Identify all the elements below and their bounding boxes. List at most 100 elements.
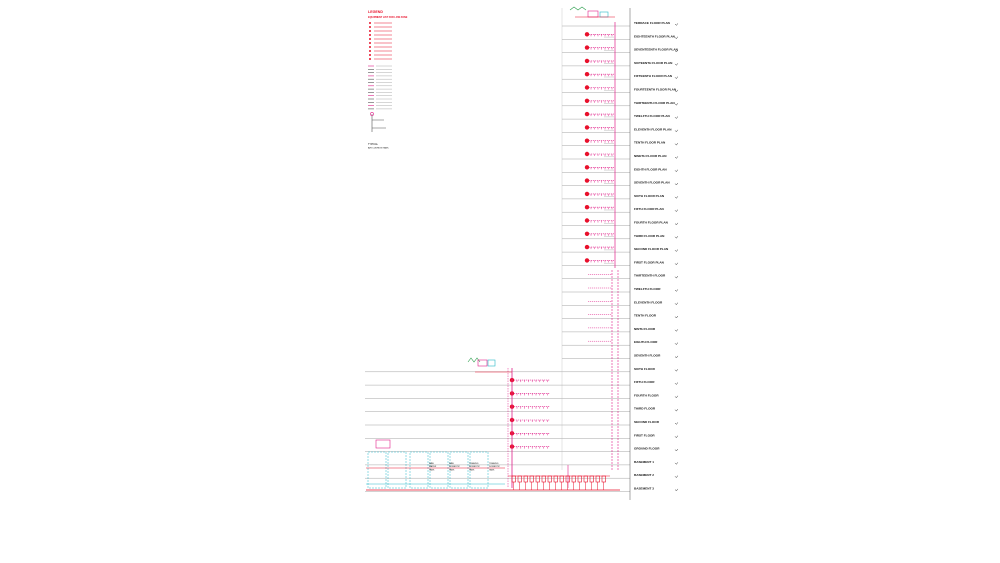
floor-label: NINTH FLOOR [634,327,656,331]
water-tank [409,451,429,489]
floor-label: SEVENTH FLOOR [634,354,661,358]
floor-label: FOURTEENTH FLOOR PLAN [634,88,677,92]
legend-symbol [369,50,371,52]
level-arrow-icon [674,103,679,106]
level-arrow-icon [674,182,679,186]
valve-icon [584,98,590,104]
floor-label: SEVENTEENTH FLOOR PLAN [634,48,679,52]
floor-label: ELEVENTH FLOOR PLAN [634,127,672,131]
valve-icon [584,72,590,77]
level-arrow-icon [674,262,679,266]
valve-icon [584,85,590,90]
pump-icon [511,475,516,483]
valve-icon [584,45,590,50]
level-arrow-icon [674,382,679,385]
floor-label: TENTH FLOOR PLAN [634,141,666,145]
level-arrow-icon [674,488,679,492]
pump-icon [553,475,558,483]
level-arrow-icon [674,76,679,79]
level-arrow-icon [674,395,679,399]
level-arrow-icon [674,49,679,53]
level-arrow-icon [674,275,679,279]
level-arrow-icon [674,196,679,199]
pump-icon [559,475,564,483]
level-arrow-icon [674,249,679,252]
pump-icon [595,475,600,483]
legend-items [368,22,392,132]
legend-subtitle: EQUIPMENT LIST FOR LOW ZONE [368,16,408,19]
floor-label: SECOND FLOOR PLAN [634,247,669,251]
valve-icon [584,244,590,250]
level-arrow-icon [674,116,679,119]
floor-label: EIGHTEENTH FLOOR PLAN [634,34,676,38]
tank-label: WATER [429,465,437,468]
pump-icon [583,475,588,483]
floor-label: THIRD FLOOR PLAN [634,234,665,238]
level-arrow-icon [674,315,679,319]
valve-icon [584,165,590,170]
pump-icon [517,475,522,483]
pump-icon [589,475,594,483]
air-cushion-tank-icon [370,112,374,116]
tank-label: DOMESTIC [469,466,480,468]
pump-icon [601,475,606,483]
inlet-meter-icon [375,439,391,449]
level-arrow-icon [674,169,679,173]
level-arrow-icon [674,475,679,478]
level-arrow-icon [674,462,679,465]
level-arrow-icon [674,63,679,66]
water-tank [469,451,489,489]
pump-icon [529,475,534,483]
floor-label: THIRTEENTH FLOOR [634,274,666,278]
level-arrow-icon [674,156,679,159]
level-arrow-icon [674,222,679,226]
roof-tank-icon [587,10,599,18]
valve-icon [584,191,590,197]
valve-icon [584,178,590,183]
water-tank [449,451,469,489]
floor-label: FOURTH FLOOR [634,393,659,397]
level-arrow-icon [674,236,679,239]
podium-tank-icon [477,359,488,367]
typical-sublabel: AIR CUSHION TANK [368,147,389,150]
level-arrow-icon [674,435,679,439]
pump-icon [547,475,552,483]
tank-label: TANK [449,468,455,471]
level-arrow-icon [674,129,679,133]
level-arrow-icon [674,289,679,292]
tank-label: TANK [469,468,475,471]
air-cushion-tank-symbol [371,114,386,132]
valve-icon [584,151,590,157]
tank-label: TANK [489,468,495,471]
level-arrow-icon [674,329,679,332]
tower-riser [365,6,631,500]
pump-icon [535,475,540,483]
pump-icon [541,475,546,483]
tank-label: TREATED [469,462,479,465]
floor-label: GROUND FLOOR [634,447,660,451]
basement-plant: RAWWATERTANKRAWDOMESTICTANKTREATEDDOMEST… [366,439,620,491]
legend-symbol [369,46,371,48]
tank-label: DOMESTIC [449,466,460,468]
legend: LEGEND EQUIPMENT LIST FOR LOW ZONE TYPIC… [368,10,408,150]
floor-label: FIRST FLOOR PLAN [634,260,665,264]
podium-pump-icon [487,359,496,367]
legend-symbol [369,34,371,36]
floor-label: TWELFTH FLOOR [634,287,661,291]
floor-label: EIGHTH FLOOR [634,340,658,344]
floor-label: BASEMENT 3 [634,487,654,491]
floor-label: FIFTEENTH FLOOR PLAN [634,74,673,78]
level-arrow-icon [674,342,679,345]
level-arrow-icon [674,302,679,306]
floor-label: TWELFTH FLOOR PLAN [634,114,671,118]
level-arrow-icon [674,422,679,425]
level-arrow-icon [674,408,679,412]
tank-label: DOMESTIC [489,466,500,468]
roof-pump-icon [599,11,609,18]
floor-label: ELEVENTH FLOOR [634,300,663,304]
valve-icon [584,125,590,130]
floor-label: THIRD FLOOR [634,407,656,411]
legend-symbol [369,26,371,28]
level-arrow-icon [674,355,679,359]
floor-label: EIGHTH FLOOR PLAN [634,167,667,171]
